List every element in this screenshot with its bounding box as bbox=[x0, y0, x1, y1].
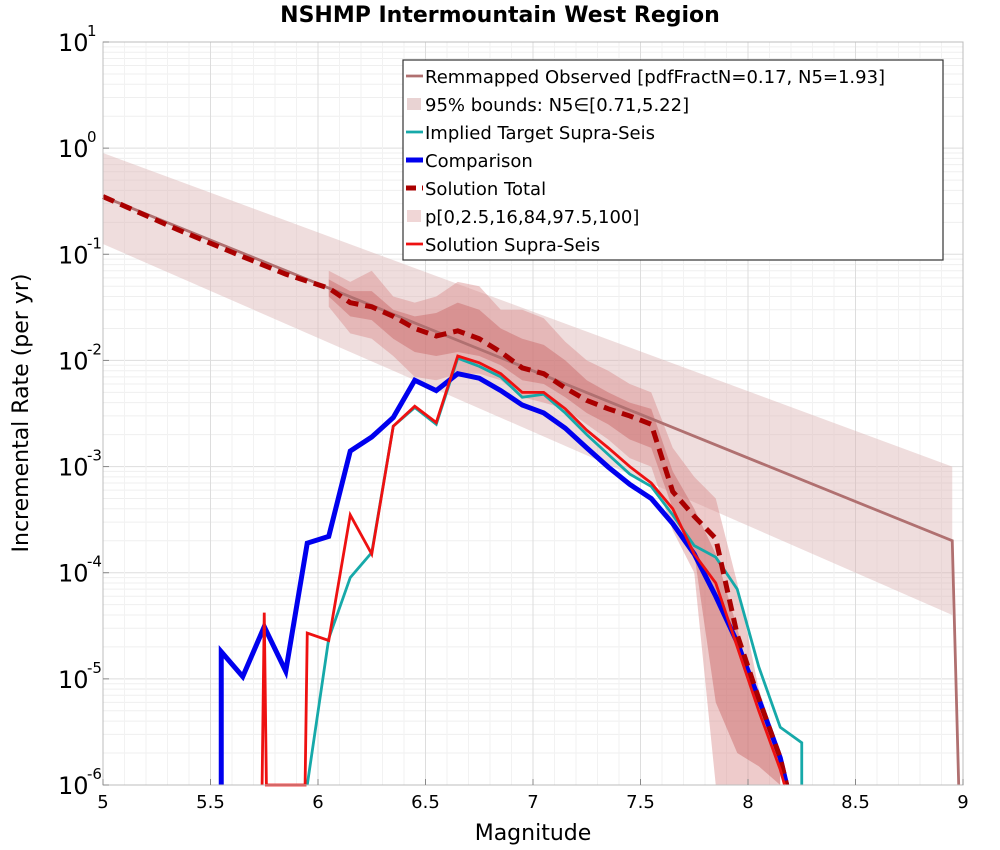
series-line-3 bbox=[101, 194, 790, 786]
legend-label: 95% bounds: N5∈[0.71,5.22] bbox=[425, 95, 689, 116]
y-axis-label: Incremental Rate (per yr) bbox=[9, 274, 34, 553]
y-tick-exponent: -1 bbox=[87, 234, 102, 252]
series-line-4 bbox=[260, 354, 786, 787]
y-tick-exponent: -2 bbox=[87, 340, 102, 358]
legend: Remmapped Observed [pdfFractN=0.17, N5=1… bbox=[402, 59, 944, 261]
y-tick-label: 10 bbox=[58, 772, 89, 800]
legend-swatch bbox=[407, 210, 421, 222]
series-lines bbox=[101, 194, 961, 787]
x-tick-label: 7.5 bbox=[626, 792, 655, 813]
x-axis-label: Magnitude bbox=[475, 821, 592, 846]
x-tick-label: 7 bbox=[527, 792, 538, 813]
y-tick-label: 10 bbox=[58, 454, 89, 482]
series-line-2 bbox=[218, 371, 790, 786]
y-tick-exponent: 1 bbox=[87, 22, 97, 40]
y-tick-label: 10 bbox=[58, 241, 89, 269]
legend-label: Solution Supra-Seis bbox=[425, 235, 600, 256]
x-tick-label: 9 bbox=[957, 792, 968, 813]
y-tick-label: 10 bbox=[58, 347, 89, 375]
legend-swatch bbox=[407, 98, 421, 110]
legend-label: Comparison bbox=[425, 151, 533, 172]
y-tick-exponent: -6 bbox=[87, 765, 102, 783]
x-tick-label: 6.5 bbox=[411, 792, 440, 813]
chart-title: NSHMP Intermountain West Region bbox=[280, 3, 720, 28]
y-tick-exponent: -5 bbox=[87, 659, 102, 677]
y-tick-label: 10 bbox=[58, 666, 89, 694]
x-tick-label: 8 bbox=[742, 792, 753, 813]
y-tick-exponent: -4 bbox=[87, 553, 102, 571]
legend-label: p[0,2.5,16,84,97.5,100] bbox=[425, 207, 639, 228]
legend-label: Remmapped Observed [pdfFractN=0.17, N5=1… bbox=[425, 67, 885, 88]
x-tick-label: 5.5 bbox=[196, 792, 225, 813]
x-tick-label: 5 bbox=[97, 792, 108, 813]
y-tick-label: 10 bbox=[58, 29, 89, 57]
band-1 bbox=[328, 270, 781, 786]
band-0 bbox=[103, 152, 953, 615]
y-tick-label: 10 bbox=[58, 560, 89, 588]
legend-label: Implied Target Supra-Seis bbox=[425, 123, 655, 144]
x-tick-label: 8.5 bbox=[841, 792, 870, 813]
y-tick-exponent: -3 bbox=[87, 447, 102, 465]
legend-box bbox=[402, 59, 944, 261]
y-tick-exponent: 0 bbox=[87, 128, 97, 146]
y-tick-label: 10 bbox=[58, 135, 89, 163]
legend-label: Solution Total bbox=[425, 179, 546, 200]
x-tick-label: 6 bbox=[312, 792, 323, 813]
x-axis: 5 5.5 6 6.5 7 7.5 8 8.5 9 bbox=[97, 779, 969, 813]
